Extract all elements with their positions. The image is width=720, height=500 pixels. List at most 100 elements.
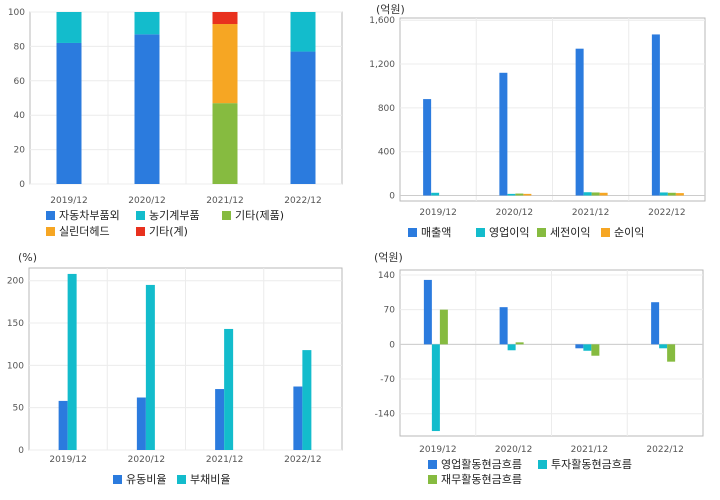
x-tick-label: 2020/12 [128, 455, 165, 465]
bar [576, 49, 584, 196]
legend-label: 농기계부품 [149, 209, 200, 222]
legend-label: 영업활동현금흐름 [441, 457, 522, 471]
x-tick-label: 2020/12 [495, 445, 532, 455]
x-tick-label: 2021/12 [206, 455, 243, 465]
x-tick-label: 2022/12 [646, 445, 683, 455]
bar [293, 387, 302, 450]
bar [583, 344, 591, 350]
y-tick-label: 20 [14, 146, 26, 156]
y-tick-label: 150 [7, 319, 24, 329]
bar [667, 344, 675, 361]
legend-label: 부채비율 [190, 473, 230, 486]
y-tick-label: 0 [389, 340, 395, 350]
bar [652, 34, 660, 195]
legend-swatch [136, 227, 145, 236]
bar [516, 342, 524, 344]
y-tick-label: -140 [375, 410, 396, 420]
bar [213, 24, 238, 103]
bar [291, 12, 316, 52]
bar [651, 302, 659, 344]
bar [137, 398, 146, 450]
bar [213, 103, 238, 184]
bar [57, 43, 82, 184]
legend-swatch [408, 228, 417, 237]
x-tick-label: 2021/12 [572, 208, 609, 218]
legend-label: 자동차부품외 [59, 209, 120, 222]
legend-label: 유동비율 [126, 473, 166, 486]
bar [424, 280, 432, 344]
x-tick-label: 2019/12 [49, 455, 86, 465]
bar [135, 34, 160, 184]
bar [659, 344, 667, 348]
x-tick-label: 2022/12 [284, 455, 321, 465]
legend-swatch [476, 228, 485, 237]
chart-ratios: (%) 0 50 100 150 200 2019/12 2020/12 2021/12 2022… [0, 248, 360, 496]
legend-label: 기타(계) [149, 225, 188, 238]
bar [499, 73, 507, 196]
bar [59, 401, 68, 450]
x-tick-label: 2020/12 [128, 196, 165, 206]
legend-label: 실린더헤드 [59, 225, 110, 238]
x-tick-label: 2022/12 [648, 208, 685, 218]
bar [432, 344, 440, 431]
bar [431, 193, 439, 196]
x-tick-label: 2019/12 [419, 445, 456, 455]
x-tick-label: 2022/12 [284, 196, 321, 206]
y-tick-label: 100 [7, 361, 24, 371]
y-tick-label: 100 [8, 8, 25, 18]
bar [440, 310, 448, 345]
legend-swatch [222, 211, 231, 220]
y-tick-label: 80 [14, 42, 26, 52]
legend-swatch [538, 460, 547, 469]
y-tick-label: 800 [378, 104, 395, 114]
y-tick-label: 1,200 [369, 60, 395, 70]
legend-label: 세전이익 [550, 226, 590, 239]
legend-swatch [177, 475, 186, 484]
legend-swatch [46, 227, 55, 236]
bar [291, 52, 316, 184]
bar [660, 192, 668, 195]
bar [668, 193, 676, 196]
legend-label: 영업이익 [489, 226, 529, 239]
bar [507, 194, 515, 196]
legend-swatch [601, 228, 610, 237]
bar [135, 12, 160, 34]
legend-swatch [46, 211, 55, 220]
bar [146, 285, 155, 450]
y-tick-label: 0 [18, 446, 24, 456]
bar [224, 329, 233, 450]
legend-swatch [537, 228, 546, 237]
y-tick-label: 1,600 [369, 16, 395, 26]
y-tick-label: -70 [380, 375, 395, 385]
bar [592, 192, 600, 195]
bar [584, 192, 592, 195]
bar [215, 389, 224, 450]
bar [591, 344, 599, 355]
legend-label: 기타(제품) [235, 209, 284, 222]
bar [213, 12, 238, 24]
bar [515, 194, 523, 196]
y-tick-label: 40 [14, 111, 26, 121]
x-tick-label: 2021/12 [206, 196, 243, 206]
x-tick-label: 2019/12 [50, 196, 87, 206]
legend-swatch [113, 475, 122, 484]
y-tick-label: 70 [384, 306, 396, 316]
bar [676, 193, 684, 195]
unit-label: (억원) [376, 3, 405, 16]
bar [575, 344, 583, 348]
y-tick-label: 50 [13, 404, 25, 414]
bar [423, 99, 431, 195]
y-tick-label: 0 [19, 180, 25, 190]
x-tick-label: 2020/12 [496, 208, 533, 218]
legend-swatch [428, 460, 437, 469]
unit-label: (%) [18, 251, 37, 264]
x-tick-label: 2021/12 [571, 445, 608, 455]
legend-swatch [428, 475, 437, 484]
y-tick-label: 200 [7, 277, 24, 287]
